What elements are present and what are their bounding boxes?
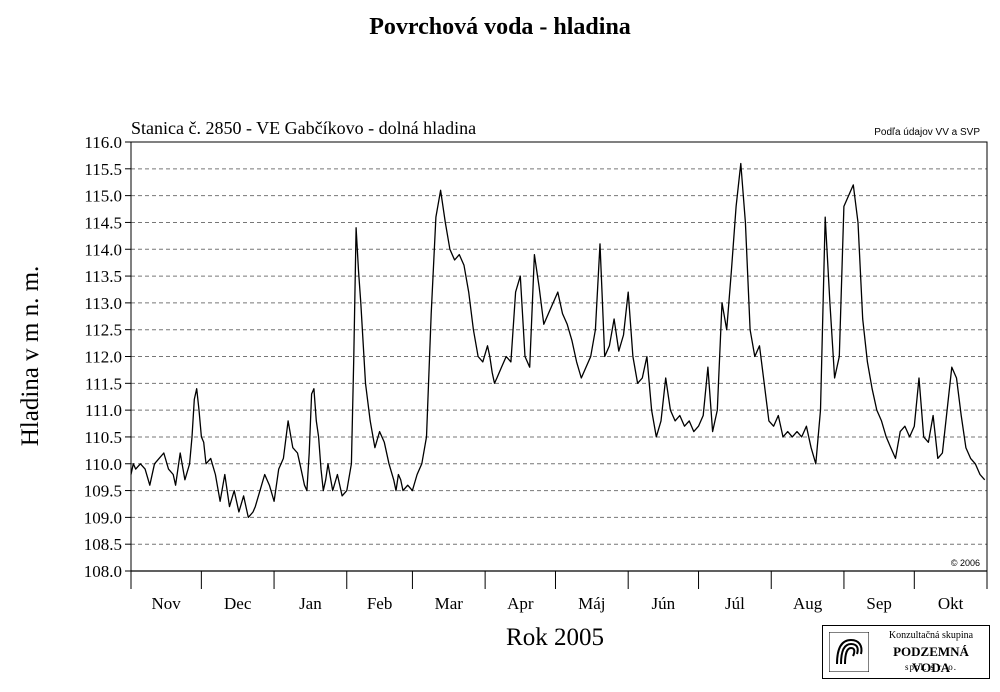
copyright-label: © 2006 [951,558,980,568]
x-month-label: Aug [793,594,823,613]
source-note: Podľa údajov VV a SVP [874,127,980,138]
y-tick-label: 108.0 [84,562,122,581]
series-line [130,162,986,519]
y-tick-label: 116.0 [84,133,122,152]
x-axis-label: Rok 2005 [506,624,604,651]
y-tick-label: 111.5 [85,374,122,393]
x-month-label: Apr [507,594,534,613]
y-tick-label: 110.0 [84,455,122,474]
y-tick-label: 110.5 [84,428,122,447]
x-month-label: Okt [938,594,964,613]
y-tick-label: 115.5 [84,160,122,179]
logo-wave-icon [829,632,869,672]
y-tick-label: 115.0 [84,187,122,206]
y-tick-label: 112.5 [84,321,122,340]
logo-line-2: PODZEMNÁ VODA [893,644,969,675]
y-tick-labels: 108.0 108.5 109.0 109.5 110.0 110.5 111.0 111.5… [84,133,122,581]
grid-lines [131,168,987,545]
y-tick-label: 109.0 [84,508,122,527]
x-month-label: Nov [152,594,182,613]
y-tick-label: 113.0 [84,294,122,313]
x-month-label: Jún [652,594,676,613]
x-month-label: Máj [578,594,605,613]
y-axis-label: Hladina v m n. m. [17,266,44,447]
y-tick-label: 111.0 [85,401,122,420]
company-logo: Konzultačná skupina PODZEMNÁ VODA spol. … [822,625,990,679]
y-tick-label: 113.5 [84,267,122,286]
y-tick-label: 114.0 [84,240,122,259]
axes [125,141,988,589]
chart-subtitle: Stanica č. 2850 - VE Gabčíkovo - dolná h… [131,118,476,138]
x-month-label: Mar [435,594,464,613]
logo-line-3: spol. s r. o. [904,662,957,672]
y-tick-label: 114.5 [84,213,122,232]
x-month-label: Feb [367,594,393,613]
y-tick-label: 109.5 [84,482,122,501]
x-month-label: Jan [299,594,322,613]
x-month-label: Dec [224,594,252,613]
y-tick-label: 112.0 [84,348,122,367]
y-tick-label: 108.5 [84,535,122,554]
x-month-labels: Nov Dec Jan Feb Mar Apr Máj Jún Júl Aug Sep Okt [152,594,964,613]
x-month-label: Sep [866,594,892,613]
page-title: Povrchová voda - hladina [369,14,631,40]
x-month-label: Júl [725,594,745,613]
logo-line-1: Konzultačná skupina [888,630,974,641]
